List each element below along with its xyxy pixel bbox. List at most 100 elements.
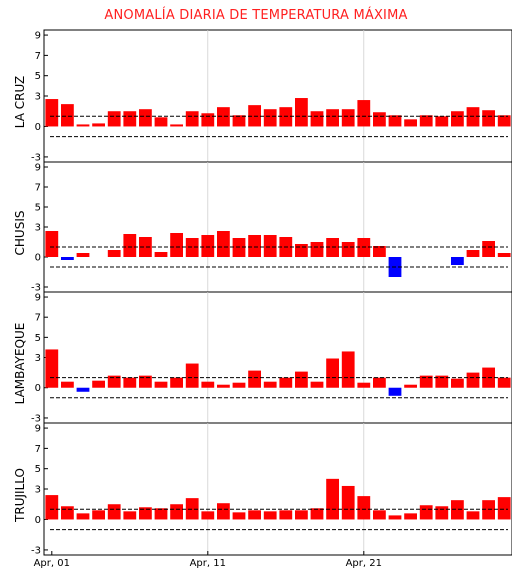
bar — [61, 381, 74, 388]
bar — [185, 238, 199, 257]
bar — [201, 113, 215, 127]
bar — [185, 111, 199, 127]
y-tick-label: 7 — [35, 444, 41, 455]
y-tick-label: 7 — [35, 51, 41, 62]
y-tick-label: -3 — [31, 545, 41, 556]
bar — [326, 358, 339, 388]
bar — [466, 511, 480, 520]
bar — [154, 117, 168, 127]
bar — [232, 512, 246, 520]
bar — [497, 115, 511, 127]
y-tick-label: 9 — [35, 163, 41, 174]
y-tick-label: 3 — [35, 223, 41, 234]
bar — [357, 496, 371, 520]
y-tick-label: 0 — [35, 253, 41, 264]
bar — [419, 505, 433, 520]
x-tick-label: Apr, 01 — [34, 558, 70, 568]
bar — [357, 382, 371, 388]
y-tick-label: 0 — [35, 515, 41, 526]
y-tick-label: 5 — [35, 71, 41, 82]
bar — [263, 381, 277, 388]
bar — [123, 377, 137, 388]
bar — [373, 510, 386, 520]
bar — [357, 100, 371, 127]
panel-frame — [43, 29, 512, 163]
series-label: TRUJILLO — [13, 468, 27, 523]
y-tick-label: -3 — [31, 413, 41, 424]
bar — [373, 377, 386, 388]
bar — [76, 513, 90, 520]
bar — [185, 498, 199, 520]
bar — [310, 111, 324, 127]
bar — [341, 242, 355, 257]
bar — [295, 371, 308, 388]
bar — [170, 377, 183, 388]
bar — [185, 363, 199, 388]
bar — [139, 507, 152, 520]
bar — [217, 231, 230, 257]
bar — [419, 115, 433, 127]
bar — [154, 381, 168, 388]
bar — [451, 257, 464, 265]
bar — [341, 351, 355, 388]
bar — [404, 119, 417, 127]
bar — [76, 253, 90, 257]
bar — [466, 107, 480, 127]
bar — [123, 511, 137, 520]
bar — [497, 377, 511, 388]
bar — [326, 109, 339, 127]
bar — [232, 115, 246, 127]
bar — [123, 111, 137, 127]
bar — [123, 234, 137, 257]
bar — [497, 497, 511, 520]
bar — [154, 252, 168, 257]
y-tick-label: 0 — [35, 122, 41, 133]
bar — [61, 257, 74, 260]
bar — [45, 231, 59, 257]
bar — [248, 105, 261, 127]
y-tick-label: 5 — [35, 464, 41, 475]
bar — [497, 253, 511, 257]
y-tick-label: 5 — [35, 333, 41, 344]
bar — [295, 98, 308, 127]
bar — [295, 244, 308, 257]
bar — [139, 109, 152, 127]
bar — [263, 235, 277, 257]
bar — [435, 375, 449, 388]
bar — [107, 250, 121, 257]
bar — [139, 375, 152, 388]
bar — [76, 387, 90, 392]
y-tick-label: 0 — [35, 383, 41, 394]
bar — [279, 377, 293, 388]
panel-frame — [43, 422, 512, 556]
bar — [217, 107, 230, 127]
bar — [201, 381, 215, 388]
bar — [295, 510, 308, 520]
bar — [45, 99, 59, 127]
bar — [451, 111, 464, 127]
y-tick-label: 9 — [35, 424, 41, 435]
bar — [279, 510, 293, 520]
bar — [388, 387, 402, 396]
y-tick-label: 5 — [35, 203, 41, 214]
bar — [248, 510, 261, 520]
bar — [154, 508, 168, 520]
x-tick-label: Apr, 11 — [190, 558, 226, 568]
bar — [217, 384, 230, 388]
bar — [92, 123, 105, 127]
panel-frame — [43, 291, 512, 424]
bar — [139, 237, 152, 257]
y-tick-label: 7 — [35, 183, 41, 194]
bar — [45, 495, 59, 520]
bar — [310, 381, 324, 388]
y-tick-label: 9 — [35, 31, 41, 42]
bar — [310, 242, 324, 257]
bar — [341, 485, 355, 520]
series-label: CHUSIS — [13, 211, 27, 256]
bar — [482, 110, 495, 127]
y-tick-label: 3 — [35, 485, 41, 496]
bar — [466, 250, 480, 257]
chart-title: ANOMALÍA DIARIA DE TEMPERATURA MÁXIMA — [104, 8, 408, 23]
bar — [248, 370, 261, 388]
